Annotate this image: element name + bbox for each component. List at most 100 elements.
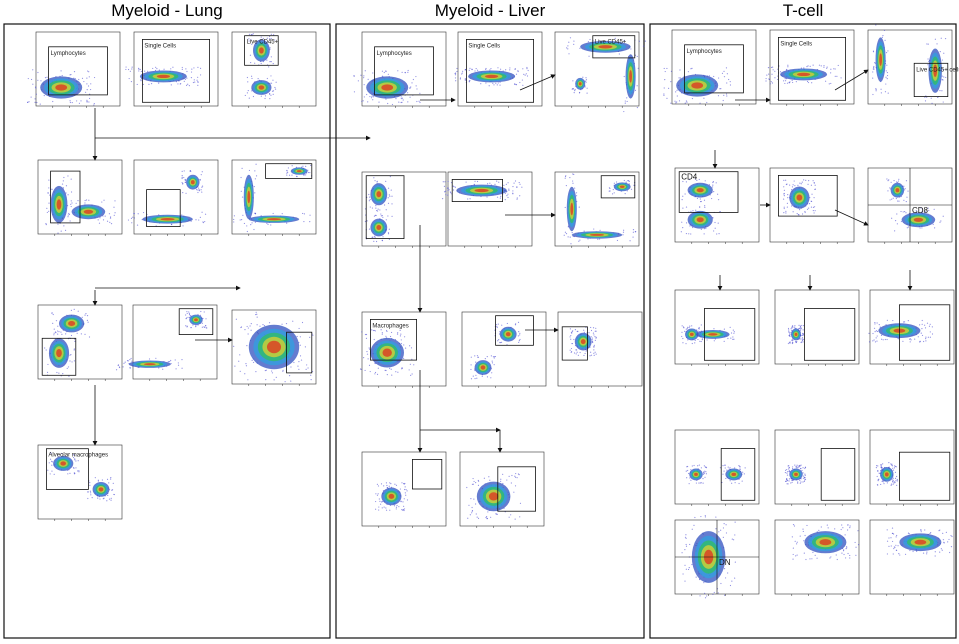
- event-dot: [575, 349, 576, 350]
- event-dot: [525, 75, 526, 76]
- plot-frame: [770, 168, 854, 242]
- event-dot: [182, 192, 183, 193]
- event-dot: [803, 329, 804, 330]
- event-dot: [701, 467, 702, 468]
- event-dot: [591, 355, 592, 356]
- event-dot: [796, 467, 797, 468]
- event-dot: [723, 537, 724, 538]
- event-dot: [185, 179, 186, 180]
- event-dot: [255, 314, 256, 315]
- event-dot: [568, 42, 569, 43]
- event-dot: [614, 183, 615, 184]
- event-dot: [256, 312, 257, 313]
- event-dot: [267, 224, 268, 225]
- event-dot: [890, 537, 891, 538]
- event-dot: [901, 221, 902, 222]
- event-dot: [686, 100, 687, 101]
- event-dot: [830, 83, 831, 84]
- event-dot: [416, 88, 417, 89]
- event-dot: [670, 103, 671, 104]
- event-dot: [270, 224, 271, 225]
- event-dot: [774, 71, 775, 72]
- event-dot: [487, 376, 488, 377]
- event-dot: [814, 182, 815, 183]
- event-dot: [56, 372, 57, 373]
- event-dot: [697, 465, 698, 466]
- event-dot: [497, 340, 498, 341]
- event-dot: [818, 530, 819, 531]
- event-dot: [57, 334, 58, 335]
- event-dot: [686, 222, 687, 223]
- event-dot: [619, 53, 620, 54]
- event-dot: [290, 366, 291, 367]
- event-dot: [85, 200, 86, 201]
- event-dot: [46, 77, 47, 78]
- event-dot: [689, 483, 690, 484]
- event-dot: [785, 470, 786, 471]
- event-dot: [155, 67, 156, 68]
- event-dot: [800, 468, 801, 469]
- event-dot: [58, 372, 59, 373]
- event-dot: [400, 501, 401, 502]
- event-dot: [785, 211, 786, 212]
- event-dot: [943, 539, 944, 540]
- event-dot: [114, 215, 115, 216]
- event-dot: [701, 324, 702, 325]
- event-dot: [492, 362, 493, 363]
- event-dot: [199, 179, 200, 180]
- event-dot: [785, 472, 786, 473]
- event-dot: [375, 493, 376, 494]
- event-dot: [62, 373, 63, 374]
- event-dot: [402, 72, 403, 73]
- density: [68, 321, 75, 326]
- event-dot: [643, 45, 644, 46]
- event-dot: [110, 216, 111, 217]
- event-dot: [803, 325, 804, 326]
- event-dot: [53, 314, 54, 315]
- event-dot: [907, 190, 908, 191]
- event-dot: [720, 530, 721, 531]
- event-dot: [788, 468, 789, 469]
- event-dot: [387, 215, 388, 216]
- event-dot: [876, 89, 877, 90]
- event-dot: [186, 311, 187, 312]
- event-dot: [582, 77, 583, 78]
- event-dot: [27, 102, 28, 103]
- event-dot: [699, 103, 700, 104]
- event-dot: [89, 482, 90, 483]
- event-dot: [887, 320, 888, 321]
- event-dot: [496, 181, 497, 182]
- event-dot: [186, 71, 187, 72]
- event-dot: [48, 187, 49, 188]
- event-dot: [942, 79, 943, 80]
- event-dot: [112, 489, 113, 490]
- event-dot: [805, 212, 806, 213]
- event-dot: [251, 323, 252, 324]
- event-dot: [941, 90, 942, 91]
- plot: Live CD45+ cells: [868, 24, 959, 106]
- event-dot: [873, 339, 874, 340]
- event-dot: [252, 34, 253, 35]
- event-dot: [491, 372, 492, 373]
- event-dot: [163, 69, 164, 70]
- event-dot: [506, 184, 507, 185]
- event-dot: [789, 342, 790, 343]
- event-dot: [512, 186, 513, 187]
- event-dot: [685, 103, 686, 104]
- event-dot: [244, 329, 245, 330]
- event-dot: [842, 527, 843, 528]
- event-dot: [612, 193, 613, 194]
- event-dot: [594, 336, 595, 337]
- event-dot: [690, 469, 691, 470]
- event-dot: [515, 473, 516, 474]
- event-dot: [308, 172, 309, 173]
- event-dot: [689, 326, 690, 327]
- event-dot: [801, 470, 802, 471]
- event-dot: [487, 511, 488, 512]
- event-dot: [500, 481, 501, 482]
- event-dot: [369, 365, 370, 366]
- event-dot: [705, 180, 706, 181]
- event-dot: [843, 554, 844, 555]
- event-dot: [114, 494, 115, 495]
- event-dot: [722, 465, 723, 466]
